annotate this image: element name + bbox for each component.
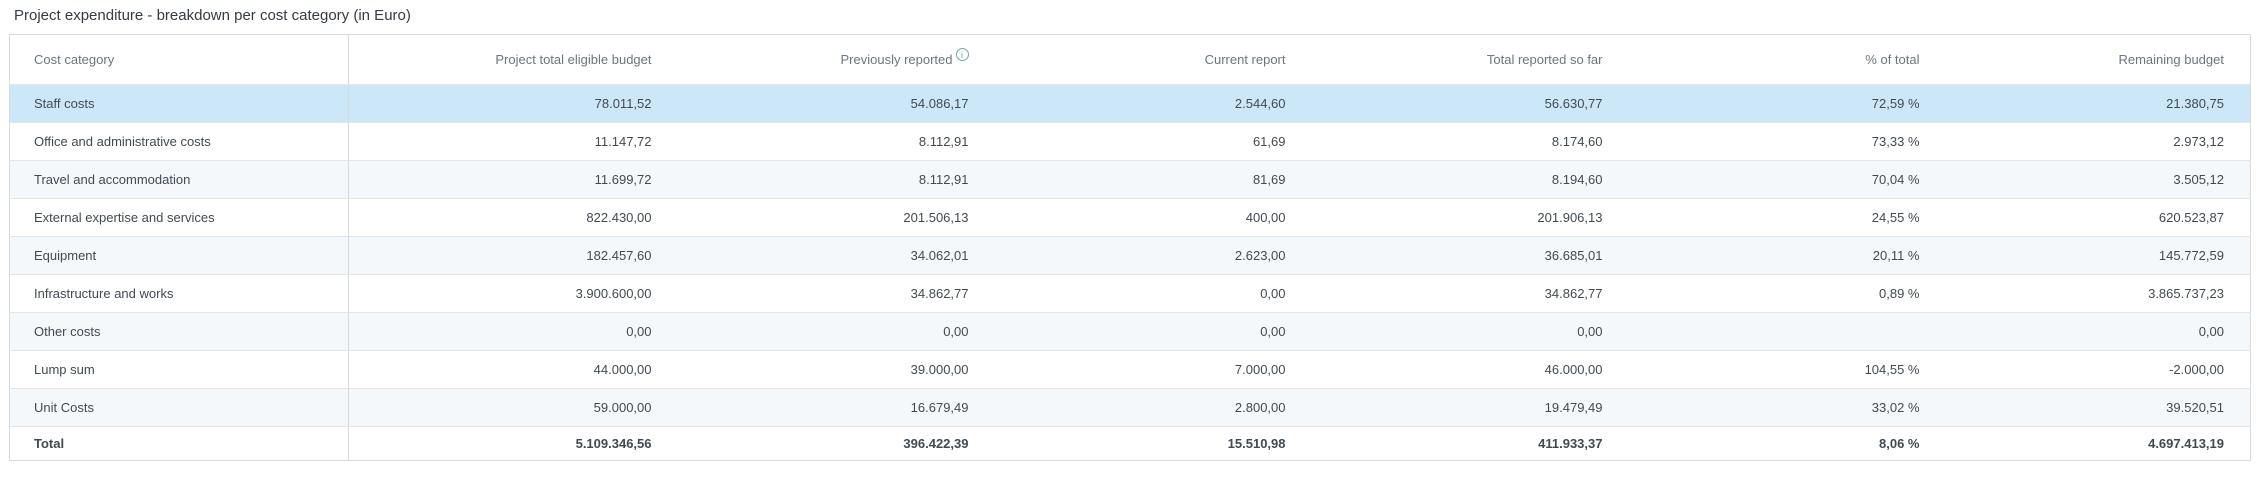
current-report-cell: 81,69 — [982, 160, 1300, 199]
budget-cell: 0,00 — [348, 312, 666, 351]
table-row-infrastructure: Infrastructure and works 3.900.600,00 34… — [9, 274, 2251, 313]
info-icon[interactable]: i — [955, 48, 969, 61]
percent-of-total-cell: 33,02 % — [1616, 388, 1934, 427]
previously-reported-cell: 54.086,17 — [665, 84, 983, 123]
table-header: Cost category Project total eligible bud… — [9, 34, 2251, 85]
table-row-other-costs: Other costs 0,00 0,00 0,00 0,00 0,00 — [9, 312, 2251, 351]
total-previously-reported-cell: 396.422,39 — [903, 436, 969, 451]
budget-cell: 822.430,00 — [348, 198, 666, 237]
col-header-previously-reported-label: Previously reported — [840, 52, 953, 67]
cost-category-cell: Lump sum — [9, 350, 349, 389]
col-header-percent-of-total: % of total — [1616, 34, 1934, 85]
col-header-remaining-budget: Remaining budget — [1933, 34, 2251, 85]
expenditure-table: Cost category Project total eligible bud… — [9, 34, 2251, 461]
budget-cell: 3.900.600,00 — [348, 274, 666, 313]
remaining-budget-cell: 3.505,12 — [1933, 160, 2251, 199]
table-footer: Total 5.109.346,56 396.422,39 15.510,98 … — [9, 426, 2251, 461]
table-row-staff-costs: Staff costs 78.011,52 54.086,17 2.544,60… — [9, 84, 2251, 123]
total-reported-cell: 201.906,13 — [1299, 198, 1617, 237]
previously-reported-cell: 8.112,91 — [665, 160, 983, 199]
col-header-previously-reported: Previously reported i — [665, 34, 983, 85]
previously-reported-cell: 8.112,91 — [665, 122, 983, 161]
total-reported-cell: 36.685,01 — [1299, 236, 1617, 275]
budget-cell: 11.147,72 — [348, 122, 666, 161]
remaining-budget-cell: 0,00 — [1933, 312, 2251, 351]
table-row-unit-costs: Unit Costs 59.000,00 16.679,49 2.800,00 … — [9, 388, 2251, 427]
cost-category-cell: External expertise and services — [9, 198, 349, 237]
col-header-cost-category: Cost category — [9, 34, 349, 85]
header-row: Cost category Project total eligible bud… — [9, 34, 2251, 85]
percent-of-total-cell: 70,04 % — [1616, 160, 1934, 199]
cost-category-cell: Staff costs — [9, 84, 349, 123]
page: Project expenditure - breakdown per cost… — [9, 7, 2251, 461]
page-title: Project expenditure - breakdown per cost… — [14, 7, 411, 24]
percent-of-total-cell: 20,11 % — [1616, 236, 1934, 275]
current-report-cell: 2.544,60 — [982, 84, 1300, 123]
total-row: Total 5.109.346,56 396.422,39 15.510,98 … — [9, 426, 2251, 461]
total-reported-cell: 0,00 — [1299, 312, 1617, 351]
remaining-budget-cell: 21.380,75 — [1933, 84, 2251, 123]
current-report-cell: 0,00 — [982, 312, 1300, 351]
col-header-current-report: Current report — [982, 34, 1300, 85]
previously-reported-cell: 201.506,13 — [665, 198, 983, 237]
table-row-equipment: Equipment 182.457,60 34.062,01 2.623,00 … — [9, 236, 2251, 275]
col-header-total-eligible-budget: Project total eligible budget — [348, 34, 666, 85]
previously-reported-cell: 39.000,00 — [665, 350, 983, 389]
total-remaining-budget-cell: 4.697.413,19 — [2148, 436, 2224, 451]
cost-category-cell: Unit Costs — [9, 388, 349, 427]
col-header-total-reported-so-far: Total reported so far — [1299, 34, 1617, 85]
table-row-travel: Travel and accommodation 11.699,72 8.112… — [9, 160, 2251, 199]
budget-cell: 182.457,60 — [348, 236, 666, 275]
previously-reported-cell: 0,00 — [665, 312, 983, 351]
percent-of-total-cell — [1616, 312, 1934, 351]
percent-of-total-cell: 24,55 % — [1616, 198, 1934, 237]
previously-reported-cell: 16.679,49 — [665, 388, 983, 427]
current-report-cell: 0,00 — [982, 274, 1300, 313]
percent-of-total-cell: 104,55 % — [1616, 350, 1934, 389]
total-percent-cell: 8,06 % — [1879, 436, 1920, 451]
total-reported-cell: 8.174,60 — [1299, 122, 1617, 161]
cost-category-cell: Travel and accommodation — [9, 160, 349, 199]
remaining-budget-cell: 145.772,59 — [1933, 236, 2251, 275]
budget-cell: 78.011,52 — [348, 84, 666, 123]
cost-category-cell: Equipment — [9, 236, 349, 275]
total-reported-cell: 19.479,49 — [1299, 388, 1617, 427]
total-current-report-cell: 15.510,98 — [1227, 436, 1286, 451]
total-reported-cell: 34.862,77 — [1299, 274, 1617, 313]
current-report-cell: 7.000,00 — [982, 350, 1300, 389]
cost-category-cell: Infrastructure and works — [9, 274, 349, 313]
remaining-budget-cell: 2.973,12 — [1933, 122, 2251, 161]
total-reported-cell: 46.000,00 — [1299, 350, 1617, 389]
table-row-office-admin: Office and administrative costs 11.147,7… — [9, 122, 2251, 161]
total-label-cell: Total — [9, 426, 349, 461]
table-row-external-expertise: External expertise and services 822.430,… — [9, 198, 2251, 237]
total-reported-so-far-cell: 411.933,37 — [1538, 436, 1603, 451]
previously-reported-cell: 34.062,01 — [665, 236, 983, 275]
table-body: Staff costs 78.011,52 54.086,17 2.544,60… — [9, 84, 2251, 427]
remaining-budget-cell: -2.000,00 — [1933, 350, 2251, 389]
current-report-cell: 61,69 — [982, 122, 1300, 161]
previously-reported-cell: 34.862,77 — [665, 274, 983, 313]
current-report-cell: 2.800,00 — [982, 388, 1300, 427]
percent-of-total-cell: 73,33 % — [1616, 122, 1934, 161]
total-budget-cell: 5.109.346,56 — [575, 436, 652, 451]
remaining-budget-cell: 39.520,51 — [1933, 388, 2251, 427]
budget-cell: 11.699,72 — [348, 160, 666, 199]
budget-cell: 44.000,00 — [348, 350, 666, 389]
total-reported-cell: 8.194,60 — [1299, 160, 1617, 199]
remaining-budget-cell: 620.523,87 — [1933, 198, 2251, 237]
percent-of-total-cell: 0,89 % — [1616, 274, 1934, 313]
cost-category-cell: Other costs — [9, 312, 349, 351]
remaining-budget-cell: 3.865.737,23 — [1933, 274, 2251, 313]
current-report-cell: 2.623,00 — [982, 236, 1300, 275]
percent-of-total-cell: 72,59 % — [1616, 84, 1934, 123]
current-report-cell: 400,00 — [982, 198, 1300, 237]
total-reported-cell: 56.630,77 — [1299, 84, 1617, 123]
table-row-lump-sum: Lump sum 44.000,00 39.000,00 7.000,00 46… — [9, 350, 2251, 389]
cost-category-cell: Office and administrative costs — [9, 122, 349, 161]
budget-cell: 59.000,00 — [348, 388, 666, 427]
